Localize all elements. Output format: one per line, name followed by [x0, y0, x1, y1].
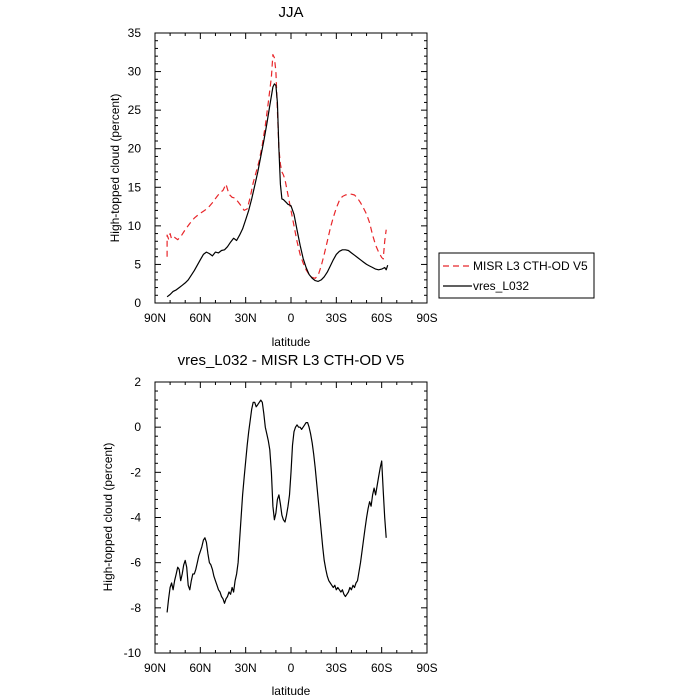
- y-tick-label: 15: [128, 180, 142, 194]
- y-tick-label: 0: [134, 296, 141, 310]
- x-tick-label: 30N: [235, 661, 257, 675]
- x-tick-label: 90N: [144, 661, 166, 675]
- x-axis-label-bottom: latitude: [272, 684, 311, 698]
- series-group-top: [166, 53, 389, 298]
- y-tick-label: 35: [128, 26, 142, 40]
- series-line-top-1: [166, 83, 389, 298]
- x-tick-label: 0: [288, 311, 295, 325]
- chart-panel-bottom: vres_L032 - MISR L3 CTH-OD V5 90N 60N 30N 0…: [101, 352, 438, 698]
- y-axis-label-top: High-topped cloud (percent): [108, 94, 122, 243]
- x-tick-label: 30N: [235, 311, 257, 325]
- y-axis-label-bottom: High-topped cloud (percent): [101, 443, 115, 592]
- y-tick-label: 2: [134, 375, 141, 389]
- x-tick-label: 90N: [144, 311, 166, 325]
- y-tick-label: -8: [130, 601, 141, 615]
- y-tick-label: -6: [130, 556, 141, 570]
- legend-box: [438, 252, 595, 299]
- axis-ticks-top: 90N 60N 30N 0 30S 60S 90S 0 5 10 15 20 25 30 35: [128, 26, 438, 325]
- y-tick-label: -10: [124, 646, 142, 660]
- y-tick-label: 0: [134, 420, 141, 434]
- y-tick-label: 20: [128, 142, 142, 156]
- axis-ticks-bottom: 90N 60N 30N 0 30S 60S 90S -10 -8 -6 -4 -2 0 2: [124, 375, 438, 675]
- y-tick-label: 25: [128, 103, 142, 117]
- legend-label-misr: MISR L3 CTH-OD V5: [473, 259, 588, 273]
- x-tick-label: 90S: [416, 311, 437, 325]
- plot-frame-top: [154, 32, 428, 304]
- legend-label-vres: vres_L032: [473, 279, 529, 293]
- y-tick-label: 10: [128, 219, 142, 233]
- series-line-bottom-0: [166, 399, 387, 613]
- x-tick-label: 60N: [189, 311, 211, 325]
- y-tick-label: 30: [128, 65, 142, 79]
- chart-panel-top: JJA 90N 60N 30N 0 30S 60S 90S 0 5 10 15 20 25 30 35 la…: [108, 4, 595, 349]
- y-tick-label: -2: [130, 465, 141, 479]
- chart-title-bottom: vres_L032 - MISR L3 CTH-OD V5: [178, 352, 405, 369]
- series-line-top-0: [166, 53, 387, 279]
- x-tick-label: 90S: [416, 661, 437, 675]
- x-tick-label: 60N: [189, 661, 211, 675]
- x-tick-label: 0: [288, 661, 295, 675]
- x-tick-label: 60S: [371, 661, 392, 675]
- legend: MISR L3 CTH-OD V5 vres_L032: [438, 252, 595, 299]
- y-tick-label: 5: [134, 257, 141, 271]
- y-tick-label: -4: [130, 511, 141, 525]
- x-tick-label: 60S: [371, 311, 392, 325]
- x-tick-label: 30S: [326, 661, 347, 675]
- series-group-bottom: [166, 399, 387, 613]
- x-axis-label-top: latitude: [272, 335, 311, 349]
- plot-frame-bottom: [154, 381, 428, 654]
- chart-title-top: JJA: [278, 4, 303, 21]
- x-tick-label: 30S: [326, 311, 347, 325]
